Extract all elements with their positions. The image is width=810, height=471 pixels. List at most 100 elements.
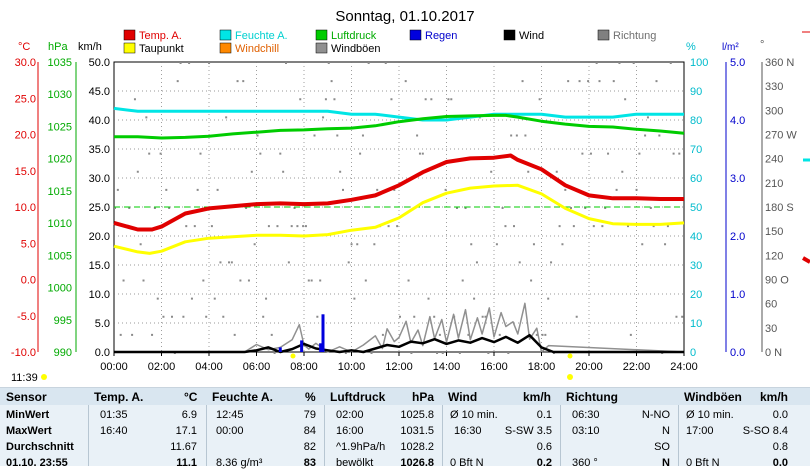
direction-point — [421, 152, 424, 155]
direction-point — [510, 134, 513, 137]
direction-point — [604, 207, 607, 209]
direction-point — [632, 62, 635, 64]
rain-unit-label: l/m² — [722, 42, 739, 53]
direction-point — [507, 352, 510, 354]
gust-note: Ø 10 min. — [686, 409, 734, 421]
wind-tick-label: 30.0 — [89, 173, 110, 185]
direction-point — [567, 80, 570, 83]
direction-point — [324, 98, 327, 101]
direction-point — [655, 80, 658, 83]
direction-point — [233, 333, 236, 336]
pressure-time: 02:00 — [336, 409, 364, 421]
direction-point — [116, 188, 119, 191]
direction-point — [236, 80, 239, 83]
direction-point — [621, 170, 624, 173]
direction-point — [239, 279, 242, 282]
pressure-value: 1026.8 — [400, 457, 434, 469]
direction-point — [430, 98, 433, 101]
direction-tick-label: 180 S — [765, 202, 794, 214]
direction-point — [256, 134, 259, 137]
x-tick-label: 20:00 — [575, 361, 603, 373]
direction-point — [487, 352, 490, 354]
rain-bar — [278, 347, 282, 352]
pressure-tick-label: 1000 — [48, 283, 72, 295]
direction-point — [253, 243, 256, 246]
direction-point — [592, 225, 595, 228]
pressure-tick-label: 995 — [54, 315, 72, 327]
humidity-value: 82 — [303, 441, 316, 453]
direction-point — [250, 170, 253, 173]
direction-point — [151, 333, 154, 336]
direction-point — [572, 225, 575, 228]
direction-point — [222, 315, 225, 318]
wind-peak: S-SW 3.5 — [504, 425, 552, 437]
direction-point — [438, 333, 441, 336]
pressure-tick-label: 990 — [54, 347, 72, 359]
direction-point — [473, 297, 476, 300]
pressure-tick-label: 1010 — [48, 218, 72, 230]
direction-point — [646, 116, 649, 119]
direction-point — [547, 297, 550, 300]
row-label: MaxWert — [6, 425, 52, 437]
wind-tick-label: 10.0 — [89, 289, 110, 301]
wind-tick-label: 20.0 — [89, 231, 110, 243]
series-line-temp-a — [113, 153, 684, 232]
x-tick-label: 10:00 — [338, 361, 366, 373]
direction-point — [136, 170, 139, 173]
direction-point — [550, 261, 553, 264]
direction-point — [664, 243, 667, 246]
direction-point — [276, 225, 279, 228]
temp-tick-label: 5.0 — [21, 238, 36, 250]
x-axis: 00:00 02:00 04:00 06:00 08:00 10:00 12:00 14:00… — [100, 352, 698, 373]
direction-point — [225, 116, 228, 119]
direction-tick-label: 60 — [765, 299, 777, 311]
legend-swatch — [315, 29, 328, 41]
direction-point — [475, 261, 478, 264]
direction-point — [564, 188, 567, 191]
temp-tick-label: 0.0 — [21, 275, 36, 287]
legend-label: Temp. A. — [139, 30, 182, 42]
humidity-time: 00:00 — [216, 425, 244, 437]
direction-point — [259, 152, 262, 155]
direction-tick-label: 210 — [765, 178, 783, 190]
direction-point — [396, 225, 399, 228]
direction-point — [313, 134, 316, 137]
direction-point — [681, 315, 684, 318]
legend-swatch — [597, 29, 610, 41]
direction-point — [404, 80, 407, 83]
gust-time: 17:00 — [686, 425, 714, 437]
direction-point — [296, 225, 299, 228]
wind-tick-label: 45.0 — [89, 86, 110, 98]
x-tick-label: 14:00 — [433, 361, 461, 373]
humidity-tick-label: 40 — [690, 231, 702, 243]
direction-point — [538, 98, 541, 101]
direction-point — [658, 134, 661, 137]
sunset-marker — [567, 374, 573, 380]
x-tick-label: 08:00 — [290, 361, 318, 373]
direction-point — [319, 279, 322, 282]
wind-tick-label: 15.0 — [89, 260, 110, 272]
direction-point — [131, 333, 134, 336]
direction-point — [513, 225, 515, 228]
temp-tick-label: 25.0 — [15, 93, 36, 105]
direction-point — [410, 352, 413, 354]
gust-peak: S-SO 8.4 — [742, 425, 788, 437]
direction-point — [210, 225, 213, 228]
direction-point — [532, 243, 535, 246]
direction-point — [407, 279, 410, 282]
series-line-windb-en — [114, 302, 685, 353]
x-tick-label: 04:00 — [195, 361, 223, 373]
direction-point — [193, 225, 196, 228]
direction-point — [145, 116, 148, 119]
rain-tick-label: 3.0 — [730, 173, 745, 185]
temp-tick-label: 10.0 — [15, 202, 36, 214]
direction-point — [444, 188, 447, 191]
direction-point — [287, 261, 290, 264]
direction-point — [598, 80, 601, 83]
direction-point — [367, 62, 370, 64]
row-label: Durchschnitt — [6, 441, 74, 453]
direction-point — [245, 207, 248, 209]
absolute-humidity: 8.36 g/m³ — [216, 457, 263, 469]
humidity-tick-label: 80 — [690, 115, 702, 127]
direction-point — [242, 80, 245, 83]
